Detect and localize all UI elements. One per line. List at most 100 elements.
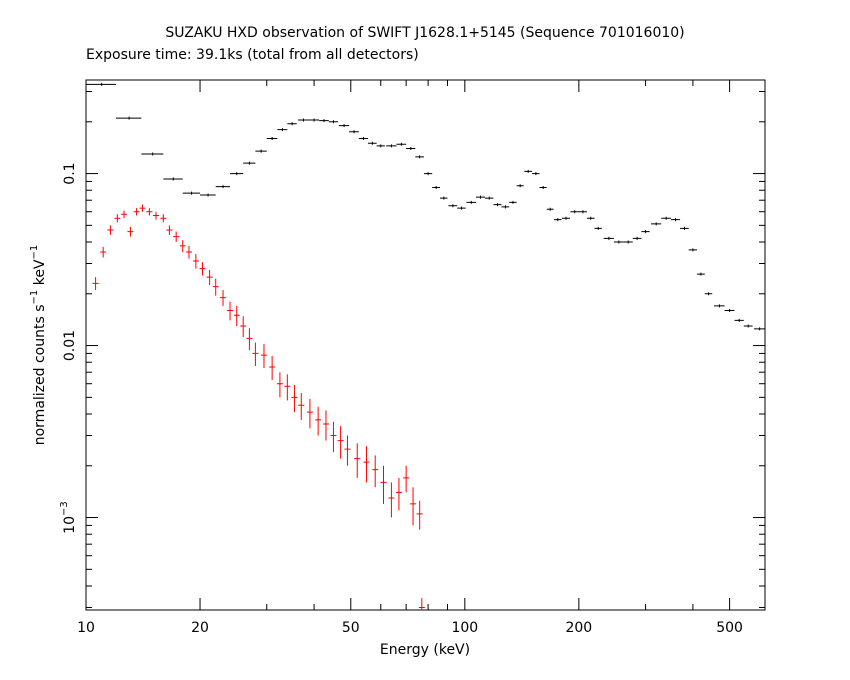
data-point — [179, 240, 186, 252]
data-point — [554, 218, 562, 222]
data-point — [133, 208, 140, 216]
y-tick-label-exponent: −3 — [59, 501, 70, 516]
data-point — [432, 185, 441, 189]
data-point — [484, 196, 494, 200]
data-point — [322, 410, 329, 441]
data-point — [410, 487, 417, 526]
x-tick-label: 200 — [565, 620, 592, 636]
data-point — [363, 446, 370, 483]
x-tick-label: 500 — [716, 620, 743, 636]
data-point — [206, 269, 213, 285]
data-point — [524, 169, 533, 173]
data-point — [297, 118, 309, 122]
data-point — [291, 384, 298, 413]
data-point — [418, 598, 425, 610]
x-tick-label: 10 — [77, 620, 95, 636]
data-point — [395, 477, 402, 511]
data-point — [623, 240, 633, 244]
data-point — [423, 172, 433, 176]
data-point — [466, 200, 476, 204]
data-point — [127, 226, 134, 237]
data-point — [372, 455, 379, 488]
data-point — [227, 301, 234, 321]
data-point — [255, 149, 267, 153]
data-point — [546, 207, 554, 211]
data-point — [680, 226, 689, 230]
data-point — [182, 191, 201, 195]
data-point — [509, 200, 517, 204]
data-point — [367, 141, 377, 145]
data-point — [152, 211, 159, 220]
data-point — [613, 240, 624, 244]
data-point — [252, 342, 259, 367]
data-point — [212, 278, 219, 296]
data-point — [163, 177, 183, 181]
data-point — [330, 421, 337, 453]
data-point — [539, 185, 547, 189]
data-point — [448, 204, 458, 208]
y-tick-label: 0.1 — [62, 162, 78, 184]
data-point — [192, 254, 199, 269]
data-point — [284, 374, 291, 401]
data-point — [260, 344, 267, 369]
data-point — [215, 185, 231, 189]
y-axis-label-exponent: −1 — [29, 290, 40, 305]
x-tick-label: 100 — [451, 620, 478, 636]
data-point — [603, 236, 614, 240]
data-point — [240, 316, 247, 338]
data-point — [185, 245, 192, 259]
y-axis-label-exponent: −1 — [29, 245, 40, 260]
y-tick-label: 0.01 — [62, 330, 78, 361]
data-point — [688, 248, 697, 252]
chart-subtitle: Exposure time: 39.1ks (total from all de… — [86, 47, 419, 63]
y-tick-label-base: 10 — [62, 516, 78, 534]
data-point — [696, 272, 705, 276]
data-point — [396, 142, 407, 146]
data-point — [561, 216, 570, 220]
data-point — [403, 465, 410, 493]
data-point — [233, 305, 240, 326]
data-point — [199, 262, 206, 276]
data-point — [586, 216, 595, 220]
data-point — [308, 118, 320, 122]
data-point — [315, 406, 322, 436]
data-point — [734, 318, 744, 322]
data-point — [704, 292, 713, 296]
y-tick-label: 10−3 — [59, 501, 78, 534]
plot-frame — [85, 79, 766, 611]
data-point — [246, 328, 253, 351]
data-point — [406, 146, 416, 150]
data-point — [475, 195, 485, 199]
data-point — [160, 214, 167, 223]
y-axis-label-part: keV — [32, 259, 48, 290]
data-point — [266, 136, 278, 140]
data-point — [243, 161, 256, 165]
data-point — [146, 208, 153, 216]
data-point — [354, 443, 361, 478]
data-point — [714, 304, 725, 308]
x-tick-label: 50 — [342, 620, 360, 636]
data-point — [276, 372, 283, 398]
data-point — [386, 144, 397, 148]
data-point — [107, 225, 114, 235]
chart-title: SUZAKU HXD observation of SWIFT J1628.1+… — [165, 25, 684, 41]
data-point — [114, 214, 121, 223]
data-point — [328, 120, 338, 124]
data-point — [220, 290, 227, 306]
data-point — [440, 196, 448, 200]
data-point — [594, 226, 602, 230]
data-point — [724, 308, 735, 312]
data-point — [139, 204, 146, 212]
data-point — [754, 327, 765, 331]
data-point — [376, 144, 385, 148]
y-axis-label-part: normalized counts s — [32, 304, 48, 445]
data-point — [501, 205, 510, 209]
data-point — [516, 184, 524, 188]
y-axis-label: normalized counts s−1 keV−1 — [29, 245, 48, 446]
data-point — [277, 128, 288, 132]
x-axis-label: Energy (keV) — [380, 642, 470, 658]
data-point — [173, 231, 180, 243]
data-point — [344, 435, 351, 466]
data-point — [319, 119, 329, 123]
